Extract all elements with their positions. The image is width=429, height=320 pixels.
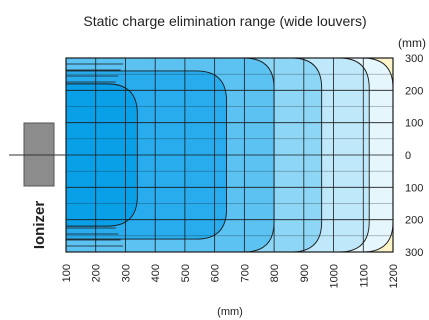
x-tick-label: 1200: [388, 264, 400, 288]
x-tick-label: 400: [150, 264, 162, 282]
chart-title: Static charge elimination range (wide lo…: [83, 13, 366, 29]
x-tick-label: 1000: [329, 264, 341, 288]
plot-area: [65, 57, 394, 253]
y-axis-unit-label: (mm): [398, 36, 426, 50]
y-tick-label: 300: [405, 247, 423, 259]
ionizer: Ionizer: [9, 122, 66, 250]
y-tick-label: 300: [405, 53, 423, 65]
y-tick-label: 200: [405, 85, 423, 97]
y-tick-label: 200: [405, 215, 423, 227]
x-axis-unit-label: (mm): [217, 306, 243, 318]
x-tick-label: 700: [239, 264, 251, 282]
x-tick-label: 600: [210, 264, 222, 282]
x-tick-label: 500: [180, 264, 192, 282]
tick-labels: 100 200 300 400 500 600 700 800 900 1000 1100 12003…: [61, 53, 423, 288]
x-tick-label: 1100: [358, 264, 370, 288]
ionizer-label: Ionizer: [31, 201, 48, 250]
y-tick-label: 100: [405, 118, 423, 130]
x-tick-label: 900: [299, 264, 311, 282]
x-tick-label: 300: [120, 264, 132, 282]
x-tick-label: 100: [61, 264, 73, 282]
x-tick-label: 800: [269, 264, 281, 282]
y-tick-label: 100: [405, 182, 423, 194]
x-tick-label: 200: [91, 264, 103, 282]
y-tick-label: 0: [405, 150, 411, 162]
